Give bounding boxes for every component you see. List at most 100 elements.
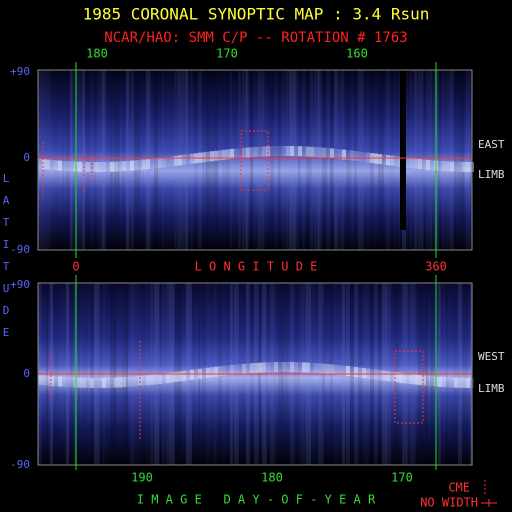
texture bbox=[310, 70, 314, 250]
texture bbox=[70, 161, 74, 172]
texture bbox=[166, 372, 170, 383]
texture bbox=[414, 374, 418, 385]
texture bbox=[222, 149, 226, 160]
texture bbox=[286, 70, 291, 250]
texture bbox=[314, 363, 318, 374]
texture bbox=[54, 70, 59, 250]
texture bbox=[298, 146, 302, 157]
texture bbox=[426, 375, 430, 386]
texture bbox=[166, 156, 170, 167]
texture bbox=[222, 70, 227, 250]
texture bbox=[146, 159, 150, 170]
texture bbox=[326, 147, 330, 158]
texture bbox=[410, 374, 414, 385]
texture bbox=[362, 368, 366, 379]
texture bbox=[350, 150, 354, 161]
texture bbox=[162, 70, 165, 250]
texture bbox=[458, 70, 464, 250]
texture bbox=[326, 70, 331, 250]
texture bbox=[102, 161, 106, 172]
texture bbox=[66, 161, 70, 172]
texture bbox=[294, 146, 298, 157]
texture bbox=[398, 70, 401, 250]
texture bbox=[354, 70, 357, 250]
texture bbox=[422, 159, 426, 170]
top-tick: 170 bbox=[216, 47, 238, 61]
texture bbox=[214, 150, 218, 161]
texture bbox=[138, 159, 142, 170]
texture bbox=[158, 373, 162, 384]
texture bbox=[110, 377, 114, 388]
texture bbox=[66, 70, 70, 250]
texture bbox=[102, 70, 106, 250]
texture bbox=[238, 148, 242, 159]
texture bbox=[158, 157, 162, 168]
texture bbox=[338, 149, 342, 160]
texture bbox=[226, 365, 230, 376]
texture bbox=[122, 377, 126, 388]
longitude-start: 0 bbox=[72, 260, 79, 274]
texture bbox=[174, 371, 178, 382]
texture bbox=[230, 70, 233, 250]
texture bbox=[342, 70, 345, 250]
texture bbox=[70, 70, 73, 250]
texture bbox=[162, 373, 166, 384]
texture bbox=[342, 365, 346, 376]
texture bbox=[262, 146, 266, 157]
texture bbox=[350, 366, 354, 377]
texture bbox=[262, 362, 266, 373]
texture bbox=[418, 159, 422, 170]
texture bbox=[302, 362, 306, 373]
texture bbox=[334, 148, 338, 159]
texture bbox=[318, 363, 322, 374]
texture bbox=[382, 70, 385, 250]
lat-tick: +90 bbox=[10, 278, 30, 291]
texture bbox=[362, 152, 366, 163]
lat-tick: -90 bbox=[10, 243, 30, 256]
texture bbox=[98, 377, 102, 388]
texture bbox=[430, 160, 434, 171]
texture bbox=[238, 364, 242, 375]
texture bbox=[290, 146, 294, 157]
texture bbox=[414, 70, 418, 250]
texture bbox=[226, 70, 231, 250]
texture bbox=[226, 149, 230, 160]
lat-tick: 0 bbox=[23, 367, 30, 380]
cme-box bbox=[240, 130, 269, 191]
texture bbox=[438, 70, 441, 250]
texture bbox=[398, 372, 402, 383]
texture bbox=[402, 373, 406, 384]
texture bbox=[270, 146, 274, 157]
texture bbox=[114, 161, 118, 172]
texture bbox=[230, 148, 234, 159]
texture bbox=[450, 161, 454, 172]
texture bbox=[334, 70, 338, 250]
texture bbox=[134, 160, 138, 171]
texture bbox=[270, 362, 274, 373]
texture bbox=[54, 376, 58, 387]
texture bbox=[202, 152, 206, 163]
texture bbox=[78, 161, 82, 172]
texture bbox=[114, 70, 120, 250]
texture bbox=[90, 377, 94, 388]
texture bbox=[134, 70, 138, 250]
texture bbox=[414, 158, 418, 169]
texture bbox=[122, 70, 125, 250]
texture bbox=[250, 70, 254, 250]
texture bbox=[206, 151, 210, 162]
texture bbox=[374, 153, 378, 164]
texture bbox=[86, 161, 90, 172]
texture bbox=[38, 374, 42, 385]
texture bbox=[134, 376, 138, 387]
texture bbox=[346, 70, 352, 250]
limb-label: LIMB bbox=[478, 168, 505, 181]
texture bbox=[458, 377, 462, 388]
texture bbox=[378, 154, 382, 165]
texture bbox=[154, 374, 158, 385]
texture bbox=[278, 146, 282, 157]
texture bbox=[282, 146, 286, 157]
texture bbox=[318, 147, 322, 158]
texture bbox=[362, 70, 365, 250]
texture bbox=[54, 160, 58, 171]
